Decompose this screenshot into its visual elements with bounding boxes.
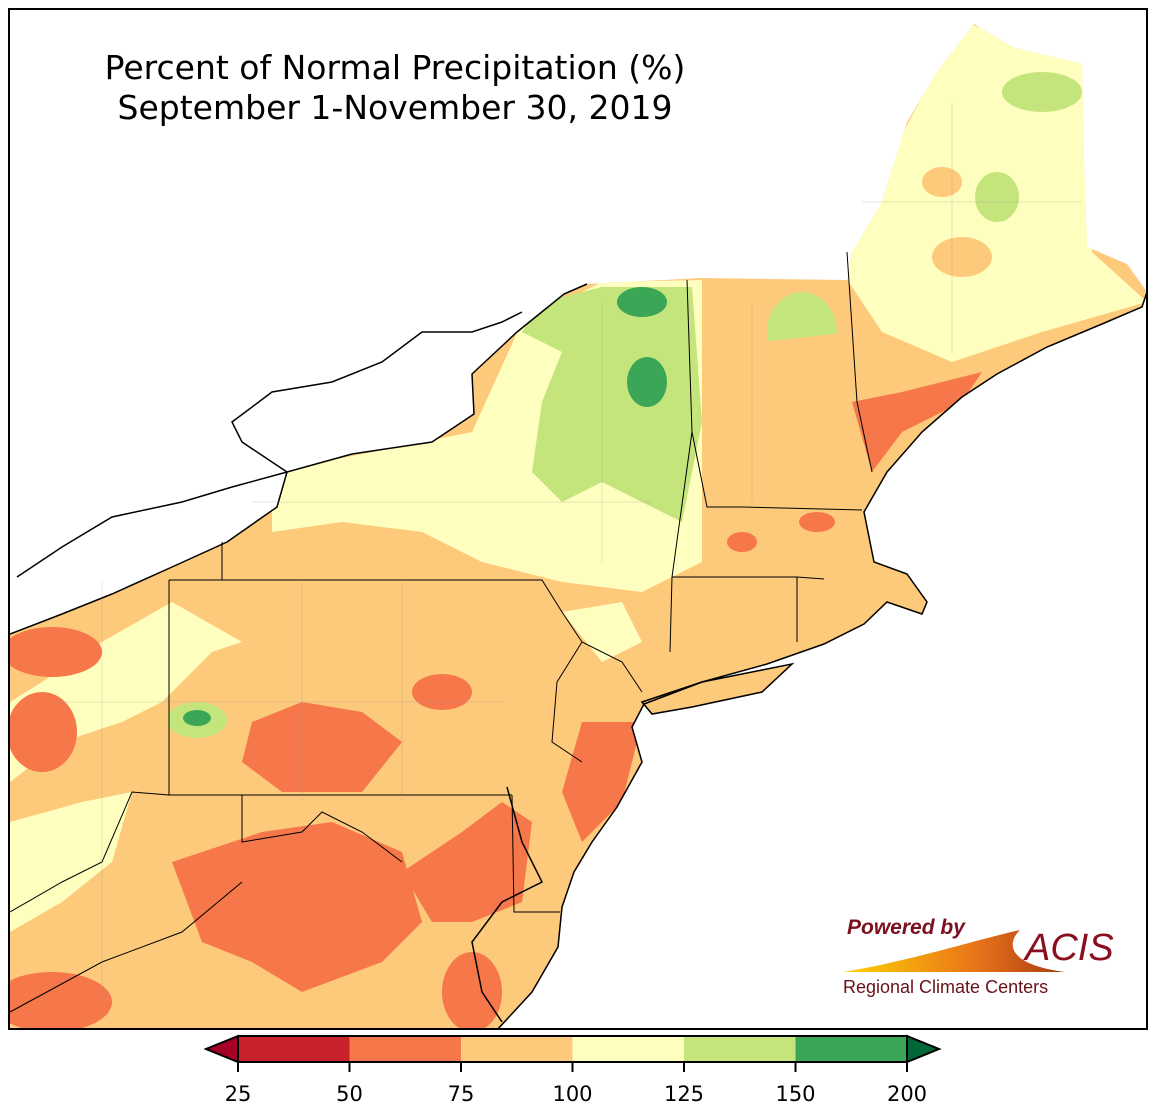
map-subtitle: September 1-November 30, 2019: [117, 88, 673, 127]
colorbar-bin: [349, 1036, 461, 1062]
colorbar-bin: [238, 1036, 350, 1062]
region-50-75: [412, 674, 472, 710]
colorbar-bin: [572, 1036, 684, 1062]
region-50-75: [562, 722, 642, 842]
region-50-75: [10, 972, 112, 1028]
region-125-150: [522, 287, 702, 522]
colorbar-tick-label: 100: [552, 1082, 593, 1106]
powered-by-text: Powered by: [847, 916, 966, 939]
region-50-75: [402, 802, 532, 922]
colorbar-tick-label: 150: [775, 1082, 816, 1106]
region-50-75: [852, 372, 982, 472]
coastline: [10, 283, 1146, 1028]
region-125-150: [1002, 72, 1082, 112]
region-150-200: [183, 710, 211, 726]
colorbar-over-arrow: [906, 1034, 942, 1064]
region-75-100: [702, 332, 882, 522]
county-borders: [52, 102, 1082, 1002]
colorbar-tick-label: 125: [663, 1082, 705, 1106]
region-150-200: [627, 357, 667, 407]
acis-text: ACIS: [1023, 927, 1114, 969]
region-100-125: [562, 602, 642, 662]
region-50-75: [727, 532, 757, 552]
colorbar-tick-label: 200: [886, 1082, 928, 1106]
colorbar-bin: [684, 1036, 796, 1062]
region-50-75: [442, 952, 502, 1028]
colorbar-tick-label: 50: [336, 1082, 363, 1106]
colorbar-bin: [795, 1036, 907, 1062]
regional-climate-centers-text: Regional Climate Centers: [843, 977, 1048, 997]
state-borders: [10, 251, 873, 1013]
region-75-100: [932, 237, 992, 277]
colorbar-bin: [461, 1036, 573, 1062]
region-125-150: [975, 172, 1019, 222]
colorbar-tick-label: 25: [224, 1082, 252, 1106]
colorbar-under-arrow: [203, 1034, 239, 1064]
acis-swoosh-icon: Powered by ACIS Regional Climate Centers: [843, 916, 1114, 997]
precipitation-map: [10, 24, 1146, 1028]
colorbar-tick-label: 75: [447, 1082, 475, 1106]
acis-logo: Powered by ACIS Regional Climate Centers: [835, 910, 1125, 1010]
region-75-100: [922, 167, 962, 197]
colorbar-outline: [237, 1035, 908, 1063]
map-title: Percent of Normal Precipitation (%): [104, 48, 686, 87]
region-50-75: [10, 627, 102, 677]
region-100-125: [10, 792, 132, 932]
region-50-75: [242, 702, 402, 792]
region-50-75: [172, 822, 422, 992]
region-50-75: [799, 512, 835, 532]
region-50-75: [10, 692, 77, 772]
map-frame: Percent of Normal Precipitation (%) Sept…: [8, 8, 1148, 1030]
region-150-200: [617, 287, 667, 317]
